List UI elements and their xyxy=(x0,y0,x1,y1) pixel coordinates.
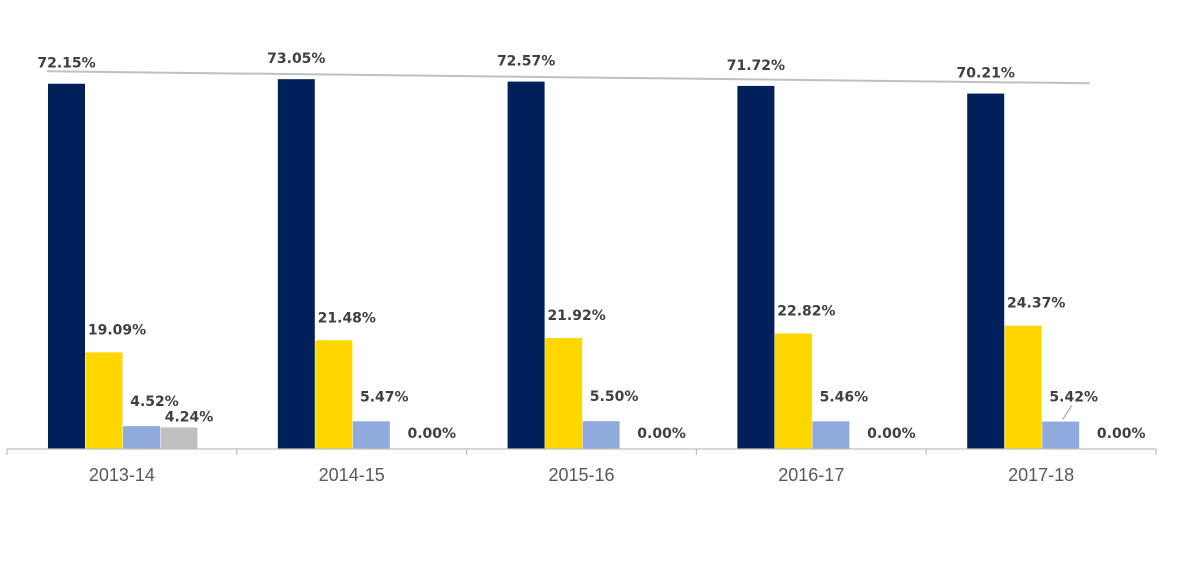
x-tick-label-2013-14: 2013-14 xyxy=(89,465,155,485)
bar-2013-14-s4 xyxy=(160,427,198,449)
bar-2017-18-s3 xyxy=(1042,421,1080,449)
trendline-layer xyxy=(46,70,1090,85)
data-label-2016-17-s4: 0.00% xyxy=(867,426,916,442)
data-label-2017-18-s3: 5.42% xyxy=(1049,390,1098,406)
x-axis: 2013-14 2014-15 2015-16 2016-17 2017-18 xyxy=(6,448,1157,485)
data-label-2017-18-s1: 70.21% xyxy=(957,66,1015,82)
data-label-2014-15-s3: 5.47% xyxy=(360,389,409,405)
data-label-2017-18-s2: 24.37% xyxy=(1007,296,1065,312)
data-label-2014-15-s1: 73.05% xyxy=(267,51,325,67)
leader-line xyxy=(1062,405,1073,420)
data-label-2015-16-s2: 21.92% xyxy=(547,308,605,324)
bar-2016-17-s1 xyxy=(737,85,775,449)
data-label-2017-18-s4: 0.00% xyxy=(1097,426,1146,442)
data-label-2014-15-s4: 0.00% xyxy=(408,426,457,442)
x-tick-label-2017-18: 2017-18 xyxy=(1008,465,1074,485)
bar-2015-16-s1 xyxy=(507,81,545,449)
data-label-2016-17-s3: 5.46% xyxy=(820,389,869,405)
data-label-2013-14-s1: 72.15% xyxy=(37,56,95,72)
data-label-2013-14-s4: 4.24% xyxy=(165,410,214,426)
bars-layer xyxy=(48,79,1080,449)
bar-2016-17-s3 xyxy=(812,421,850,449)
trendline xyxy=(46,70,1090,85)
bar-2014-15-s2 xyxy=(315,340,353,449)
bar-2016-17-s2 xyxy=(774,333,812,449)
bar-2014-15-s1 xyxy=(277,79,315,449)
data-label-2016-17-s1: 71.72% xyxy=(727,58,785,74)
bar-2015-16-s2 xyxy=(545,338,583,449)
data-label-2015-16-s1: 72.57% xyxy=(497,54,555,70)
data-label-2015-16-s4: 0.00% xyxy=(637,426,686,442)
data-label-2013-14-s2: 19.09% xyxy=(88,322,146,338)
x-tick-label-2014-15: 2014-15 xyxy=(319,465,385,485)
data-label-2013-14-s3: 4.52% xyxy=(130,394,179,410)
x-tick-label-2016-17: 2016-17 xyxy=(778,465,844,485)
data-label-2016-17-s2: 22.82% xyxy=(777,303,835,319)
bar-2014-15-s3 xyxy=(352,421,390,449)
bar-2017-18-s2 xyxy=(1004,325,1042,449)
bar-2013-14-s3 xyxy=(123,426,160,449)
data-label-2015-16-s3: 5.50% xyxy=(590,389,639,405)
data-labels-layer: 72.15% 73.05% 72.57% 71.72% 70.21% 19.09% 21.4… xyxy=(37,51,1145,442)
data-label-2014-15-s2: 21.48% xyxy=(318,310,376,326)
bar-2017-18-s1 xyxy=(967,93,1005,449)
bar-2013-14-s1 xyxy=(48,83,85,449)
bar-2013-14-s2 xyxy=(85,352,123,449)
bar-2015-16-s3 xyxy=(582,421,620,449)
x-tick-label-2015-16: 2015-16 xyxy=(548,465,614,485)
